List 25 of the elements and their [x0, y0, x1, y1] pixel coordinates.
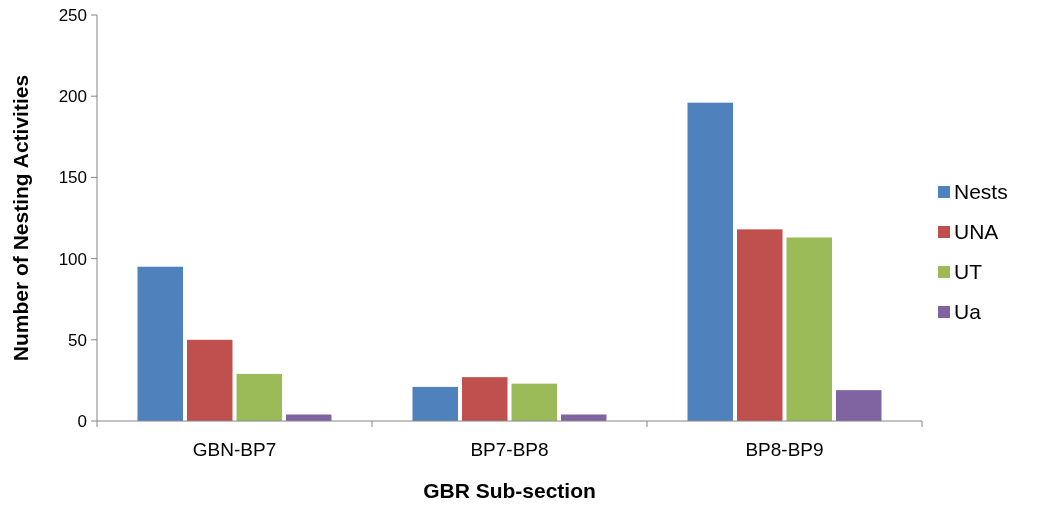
bar: [687, 102, 733, 421]
bar: [137, 266, 183, 421]
bar: [836, 390, 882, 421]
x-tick-label: BP8-BP9: [745, 439, 824, 460]
bar: [737, 229, 783, 421]
bar: [786, 237, 832, 421]
x-tick-label: GBN-BP7: [192, 439, 277, 460]
x-axis-title: GBR Sub-section: [423, 479, 596, 502]
bar: [462, 377, 508, 421]
legend-label: Nests: [954, 180, 1008, 204]
legend-label: Ua: [954, 300, 982, 324]
y-axis-title: Number of Nesting Activities: [9, 74, 32, 362]
y-tick-label: 0: [77, 411, 87, 431]
y-tick-label: 150: [58, 168, 87, 188]
y-tick-label: 250: [58, 5, 87, 25]
bar: [511, 383, 557, 421]
legend-label: UNA: [954, 220, 999, 244]
y-tick-label: 100: [58, 249, 87, 269]
y-tick-label: 50: [68, 330, 87, 350]
bar: [236, 373, 282, 421]
bar: [187, 339, 233, 421]
bar: [412, 386, 458, 421]
legend-label: UT: [954, 260, 983, 284]
y-tick-label: 200: [58, 87, 87, 107]
x-tick-label: BP7-BP8: [470, 439, 549, 460]
